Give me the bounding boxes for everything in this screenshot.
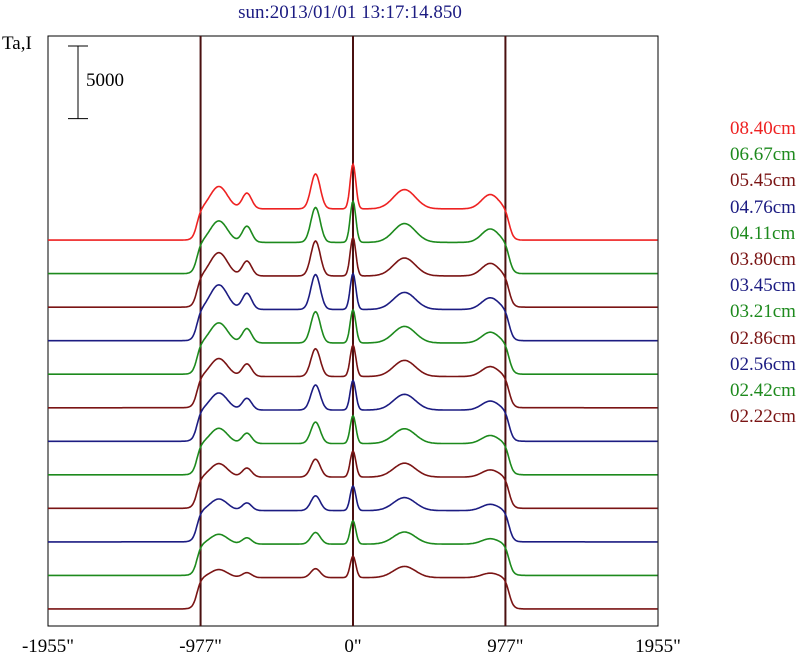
legend-entry-08.40cm: 08.40cm (730, 118, 796, 139)
legend-entry-04.76cm: 04.76cm (730, 196, 796, 218)
x-tick-label-0: -1955" (21, 636, 75, 657)
series-line-02.42cm (48, 519, 658, 577)
legend-entry-04.11cm: 04.11cm (730, 222, 796, 244)
series-line-02.56cm (48, 484, 658, 543)
chart-title: sun:2013/01/01 13:17:14.850 (238, 2, 462, 23)
legend-entry-05.45cm: 05.45cm (730, 170, 796, 192)
scale-bar (68, 45, 88, 120)
series-line-05.45cm (48, 235, 658, 308)
series-line-06.67cm (48, 199, 658, 275)
legend-entry-06.67cm: 06.67cm (730, 144, 796, 166)
series-line-02.86cm (48, 449, 658, 510)
x-tick-label-1: -977" (179, 636, 222, 657)
legend-entry-03.45cm: 03.45cm (730, 275, 796, 297)
legend-entry-02.42cm: 02.42cm (730, 380, 796, 401)
series-line-03.21cm (48, 414, 658, 476)
legend-entry-02.22cm: 02.22cm (730, 406, 796, 428)
legend-entry-02.86cm: 02.86cm (730, 327, 796, 349)
x-tick-label-2: 0" (344, 636, 362, 657)
series-line-08.40cm (48, 162, 658, 241)
series-line-03.45cm (48, 379, 658, 443)
x-tick-label-4: 1955" (635, 636, 681, 657)
scale-bar-label: 5000 (86, 70, 124, 91)
legend-entry-03.80cm: 03.80cm (730, 249, 796, 270)
series-line-04.11cm (48, 308, 658, 375)
x-tick-label-3: 977" (487, 636, 524, 657)
y-axis-label: Ta,I (2, 33, 32, 54)
series-line-04.76cm (48, 272, 658, 342)
series-line-02.22cm (48, 555, 658, 610)
legend-entry-02.56cm: 02.56cm (730, 353, 796, 375)
series-line-03.80cm (48, 343, 658, 409)
legend-entry-03.21cm: 03.21cm (730, 301, 796, 323)
